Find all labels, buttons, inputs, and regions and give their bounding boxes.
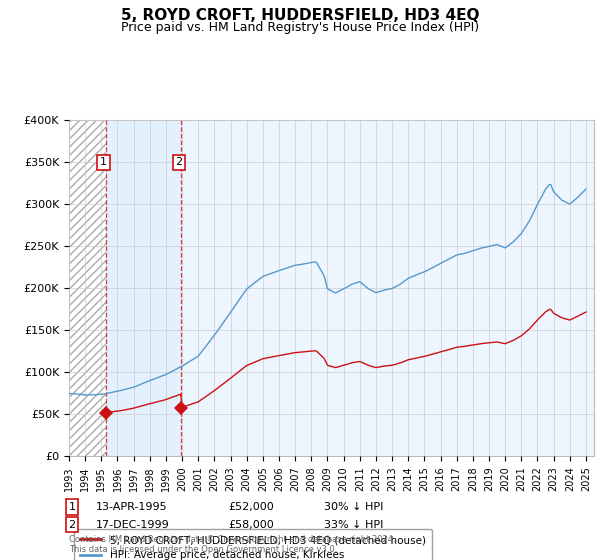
- Text: 1: 1: [68, 502, 76, 512]
- Bar: [69, 120, 106, 456]
- Text: 13-APR-1995: 13-APR-1995: [96, 502, 167, 512]
- Text: 33% ↓ HPI: 33% ↓ HPI: [324, 520, 383, 530]
- Text: £52,000: £52,000: [228, 502, 274, 512]
- Legend: 5, ROYD CROFT, HUDDERSFIELD, HD3 4EQ (detached house), HPI: Average price, detac: 5, ROYD CROFT, HUDDERSFIELD, HD3 4EQ (de…: [74, 529, 432, 560]
- Text: 5, ROYD CROFT, HUDDERSFIELD, HD3 4EQ: 5, ROYD CROFT, HUDDERSFIELD, HD3 4EQ: [121, 8, 479, 24]
- Text: £58,000: £58,000: [228, 520, 274, 530]
- Text: 30% ↓ HPI: 30% ↓ HPI: [324, 502, 383, 512]
- Text: 2: 2: [68, 520, 76, 530]
- Text: 2: 2: [175, 157, 182, 167]
- Text: Contains HM Land Registry data © Crown copyright and database right 2024.
This d: Contains HM Land Registry data © Crown c…: [69, 535, 395, 554]
- Text: Price paid vs. HM Land Registry's House Price Index (HPI): Price paid vs. HM Land Registry's House …: [121, 21, 479, 34]
- Text: 17-DEC-1999: 17-DEC-1999: [96, 520, 170, 530]
- Bar: [181, 120, 594, 456]
- Bar: [106, 120, 181, 456]
- Text: 1: 1: [100, 157, 107, 167]
